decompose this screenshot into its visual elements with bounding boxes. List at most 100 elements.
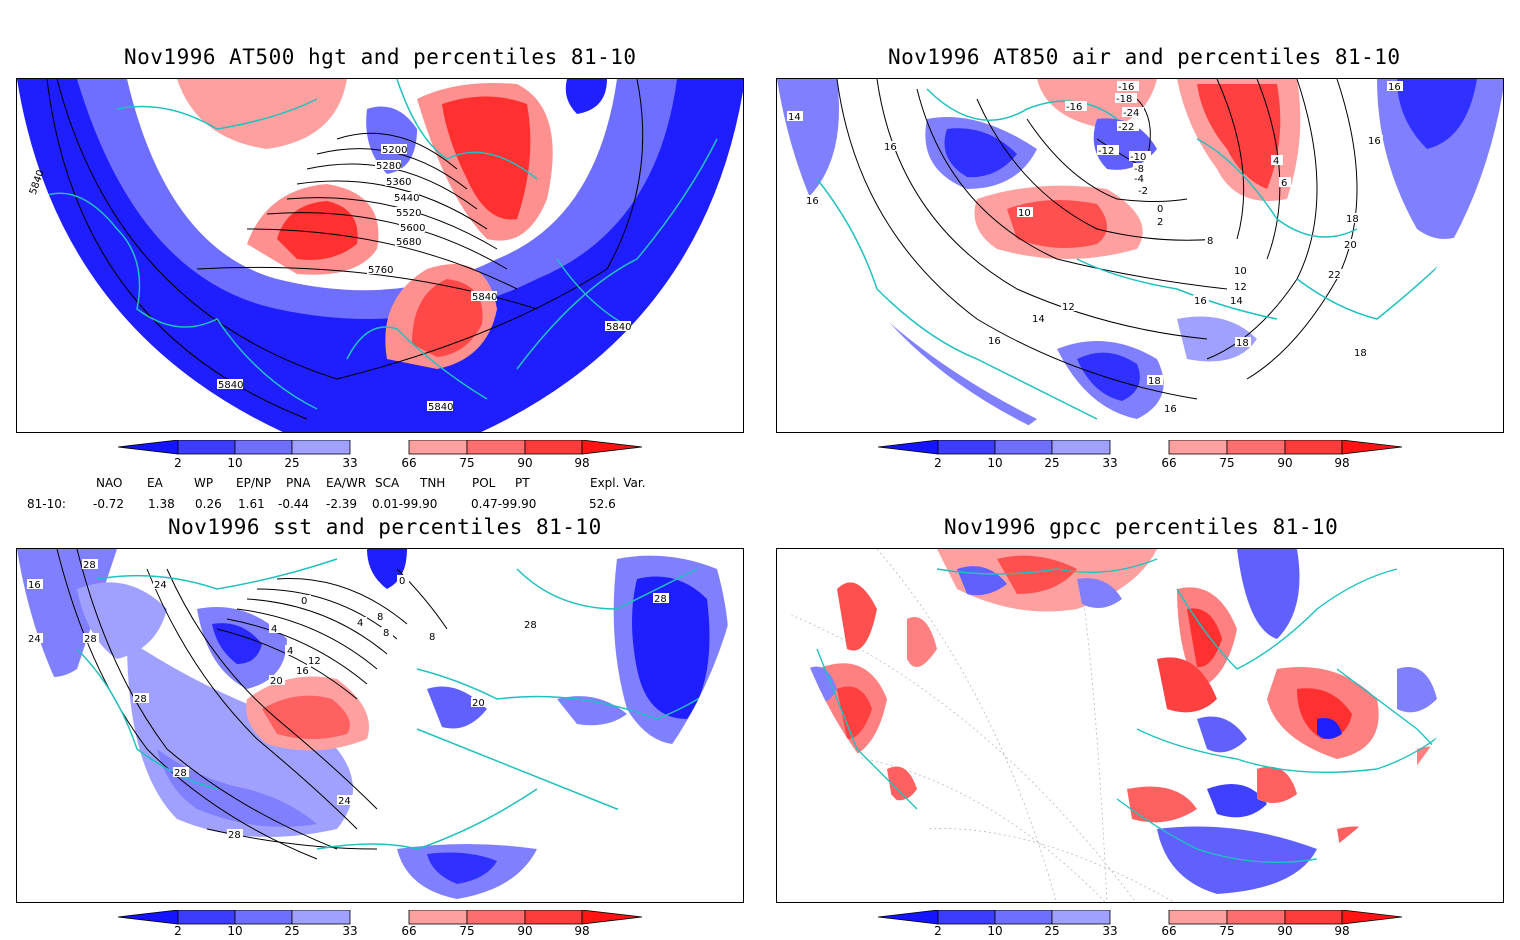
cbar3-seg-1: [177, 909, 236, 925]
tele-value-eawr: -2.39: [326, 497, 358, 511]
cbar1-seg-0: [117, 439, 179, 455]
cbar4-label: 75: [1219, 924, 1235, 938]
cbar1-label: 33: [342, 456, 358, 470]
cbar4-label: 25: [1044, 924, 1060, 938]
colorbar-gpcc: 2 10 25 33 66 75 90 98: [877, 909, 1404, 940]
tele-header-wp: WP: [194, 476, 214, 490]
svg-text:4: 4: [1273, 156, 1279, 167]
svg-text:10: 10: [1234, 266, 1247, 277]
svg-text:8: 8: [429, 632, 435, 643]
tele-value-ea: 1.38: [148, 497, 175, 511]
tele-header-pt: PT: [515, 476, 530, 490]
svg-text:22: 22: [1328, 270, 1341, 281]
cbar2-label: 75: [1219, 456, 1235, 470]
svg-text:-16: -16: [1118, 82, 1134, 93]
cbar2-label: 98: [1334, 456, 1350, 470]
cbar3-seg-0: [117, 909, 179, 925]
cbar2-seg-1: [937, 439, 996, 455]
svg-text:5280: 5280: [376, 161, 401, 172]
svg-text:28: 28: [654, 594, 667, 605]
cbar3-seg-8: [581, 909, 643, 925]
svg-text:16: 16: [296, 666, 309, 677]
tele-header-pol: POL: [472, 476, 496, 490]
cbar2-seg-7: [1284, 439, 1343, 455]
svg-text:-16: -16: [1066, 102, 1082, 113]
cbar3-label: 75: [459, 924, 475, 938]
tele-value-pol-pt: 0.47-99.90: [471, 497, 537, 511]
cbar3-seg-6: [466, 909, 526, 925]
cbar1-seg-5: [408, 439, 468, 455]
cbar1-label: 2: [174, 456, 182, 470]
cbar2-label: 2: [934, 456, 942, 470]
cbar1-seg-6: [466, 439, 526, 455]
cbar2-label: 33: [1102, 456, 1118, 470]
tele-row-label: 81-10:: [27, 497, 66, 511]
cbar1-seg-7: [524, 439, 583, 455]
cbar4-label: 10: [987, 924, 1003, 938]
tele-header-pna: PNA: [286, 476, 311, 490]
cbar3-label: 98: [574, 924, 590, 938]
panel-title-hgt: Nov1996 AT500 hgt and percentiles 81-10: [124, 45, 637, 69]
cbar4-seg-7: [1284, 909, 1343, 925]
cbar1-label: 98: [574, 456, 590, 470]
cbar3-seg-2: [234, 909, 293, 925]
svg-text:16: 16: [806, 196, 819, 207]
svg-text:-18: -18: [1116, 94, 1132, 105]
svg-text:12: 12: [1234, 282, 1247, 293]
svg-text:12: 12: [308, 656, 321, 667]
panel-title-air: Nov1996 AT850 air and percentiles 81-10: [888, 45, 1401, 69]
svg-text:4: 4: [271, 624, 277, 635]
map-air: 14 16 16 16 16 -16 -16 -18 -24 -22 -12 -…: [776, 78, 1504, 433]
svg-text:14: 14: [1230, 296, 1243, 307]
cbar2-seg-3: [1051, 439, 1111, 455]
svg-text:28: 28: [134, 694, 147, 705]
cbar2-label: 10: [987, 456, 1003, 470]
svg-text:6: 6: [1281, 178, 1287, 189]
svg-text:18: 18: [1236, 338, 1249, 349]
colorbar-sst: 2 10 25 33 66 75 90 98: [117, 909, 644, 940]
cbar2-seg-2: [994, 439, 1053, 455]
cbar4-seg-2: [994, 909, 1053, 925]
tele-value-wp: 0.26: [195, 497, 222, 511]
cbar4-seg-8: [1341, 909, 1403, 925]
svg-text:24: 24: [28, 634, 41, 645]
svg-text:4: 4: [357, 618, 363, 629]
cbar1-seg-8: [581, 439, 643, 455]
tele-value-nao: -0.72: [93, 497, 125, 511]
svg-text:5840: 5840: [472, 292, 497, 303]
svg-text:-4: -4: [1134, 174, 1144, 185]
svg-text:14: 14: [1032, 314, 1045, 325]
tele-header-ea: EA: [147, 476, 163, 490]
cbar4-label: 66: [1161, 924, 1177, 938]
tele-header-eawr: EA/WR: [326, 476, 367, 490]
svg-text:28: 28: [84, 634, 97, 645]
svg-text:5360: 5360: [386, 177, 411, 188]
svg-text:16: 16: [28, 580, 41, 591]
panel-title-sst: Nov1996 sst and percentiles 81-10: [168, 515, 602, 539]
tele-value-pna: -0.44: [278, 497, 310, 511]
svg-text:5200: 5200: [382, 145, 407, 156]
cbar2-seg-0: [877, 439, 939, 455]
tele-value-sca-tnh: 0.01-99.90: [372, 497, 438, 511]
cbar2-seg-8: [1341, 439, 1403, 455]
cbar3-label: 66: [401, 924, 417, 938]
cbar4-label: 98: [1334, 924, 1350, 938]
svg-text:28: 28: [174, 768, 187, 779]
cbar3-label: 25: [284, 924, 300, 938]
svg-text:24: 24: [338, 796, 351, 807]
colorbar-air: 2 10 25 33 66 75 90 98: [877, 439, 1404, 480]
svg-text:8: 8: [377, 612, 383, 623]
cbar1-seg-2: [234, 439, 293, 455]
colorbar-hgt-swatches: [117, 439, 643, 455]
cbar3-seg-7: [524, 909, 583, 925]
svg-text:20: 20: [270, 676, 283, 687]
tele-header-explvar: Expl. Var.: [590, 476, 646, 490]
cbar4-label: 90: [1277, 924, 1293, 938]
svg-text:0: 0: [301, 596, 307, 607]
svg-text:18: 18: [1346, 214, 1359, 225]
svg-text:12: 12: [1062, 302, 1075, 313]
tele-header-tnh: TNH: [420, 476, 446, 490]
svg-text:-2: -2: [1138, 186, 1148, 197]
svg-text:-12: -12: [1098, 146, 1114, 157]
cbar1-label: 25: [284, 456, 300, 470]
